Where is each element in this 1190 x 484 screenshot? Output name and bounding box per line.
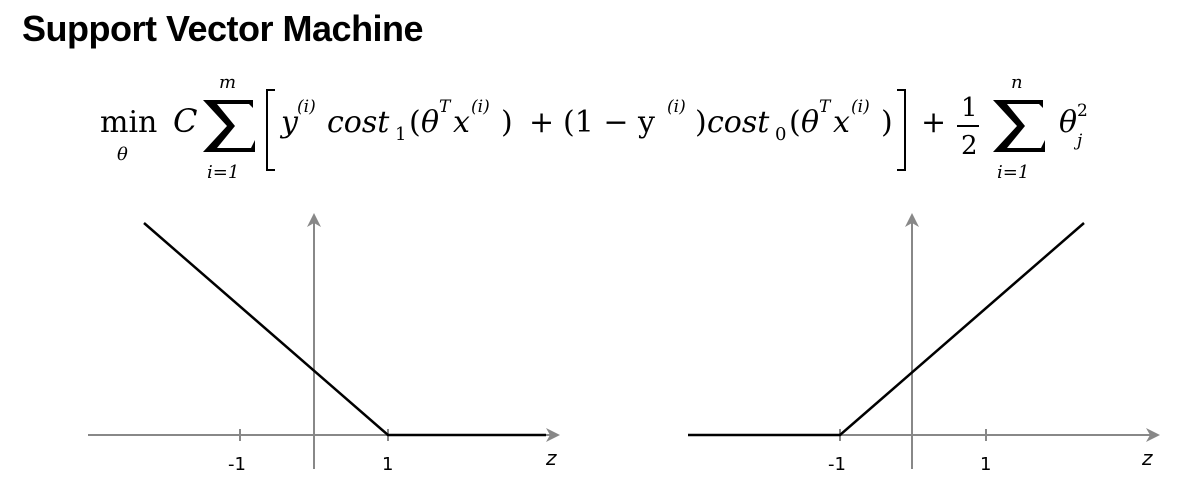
cost1-x-label: z [545, 446, 557, 470]
sum1-upper-limit: m [219, 72, 236, 93]
formula-cost1-sub: 1 [395, 124, 406, 145]
paren-open-3: ( [789, 105, 801, 140]
cost0-plot-svg: -1 1 z [688, 213, 1160, 475]
cost1-tick-label-1: 1 [382, 454, 393, 475]
formula-T-2: T [819, 97, 832, 117]
sum2-lower-limit: i=1 [997, 162, 1029, 183]
formula-plus-2: + [921, 105, 946, 140]
cost0-tick-label-1: 1 [980, 454, 991, 475]
formula-y-sup: (i) [297, 97, 316, 117]
formula-y-sup-2: (i) [667, 97, 686, 117]
cost0-y-axis-arrow [905, 213, 919, 227]
formula-half-numerator: 1 [961, 93, 978, 123]
cost1-curve [143, 222, 546, 437]
cost0-curve [688, 222, 1085, 437]
formula-x-sup-2: (i) [851, 97, 870, 117]
sum1-lower-limit: i=1 [207, 162, 239, 183]
paren-close-2: ) [695, 105, 707, 140]
formula-cost0-sub: 0 [775, 124, 786, 145]
formula-theta-j: θ [1059, 105, 1077, 140]
formula-theta-1: θ [421, 105, 439, 140]
cost0-x-label: z [1141, 446, 1153, 470]
formula-theta-j-sub: j [1073, 131, 1083, 151]
formula-cost0: cost [707, 105, 770, 140]
formula-one-minus-y: (1 − y [563, 105, 655, 140]
paren-close-1: ) [501, 105, 513, 140]
cost0-plot: -1 1 z [680, 195, 1180, 484]
formula-theta-j-sq: 2 [1077, 101, 1088, 121]
sum2-sigma-symbol [993, 100, 1045, 152]
sum2-upper-limit: n [1011, 72, 1023, 93]
slide-title: Support Vector Machine [22, 8, 424, 49]
sum1-sigma-symbol [203, 100, 255, 152]
cost1-plot: -1 1 z [80, 195, 580, 484]
cost0-tick-label-minus1: -1 [828, 454, 846, 475]
svm-cost-formula: min θ C m i=1 y (i) cost 1 ( θ T x (i) )… [95, 60, 1175, 190]
paren-close-3: ) [881, 105, 893, 140]
formula-C: C [173, 102, 197, 140]
left-bracket [266, 89, 275, 171]
formula-min: min [100, 105, 157, 140]
formula-T-1: T [439, 97, 452, 117]
formula-min-sub: θ [117, 144, 128, 165]
formula-theta-2: θ [801, 105, 819, 140]
cost1-tick-label-minus1: -1 [228, 454, 246, 475]
formula-x-sup-1: (i) [471, 97, 490, 117]
paren-open-1: ( [409, 105, 421, 140]
formula-cost1: cost [327, 105, 390, 140]
formula-svg: min θ C m i=1 y (i) cost 1 ( θ T x (i) )… [100, 72, 1088, 183]
cost1-x-axis-arrow [546, 428, 560, 442]
formula-y: y [279, 105, 299, 140]
formula-half-denominator: 2 [961, 131, 978, 161]
cost1-y-axis-arrow [307, 213, 321, 227]
formula-plus-1: + [529, 105, 554, 140]
right-bracket [897, 89, 906, 171]
cost0-x-axis-arrow [1146, 428, 1160, 442]
formula-x-1: x [453, 105, 470, 140]
cost1-plot-svg: -1 1 z [88, 213, 560, 475]
formula-x-2: x [833, 105, 850, 140]
